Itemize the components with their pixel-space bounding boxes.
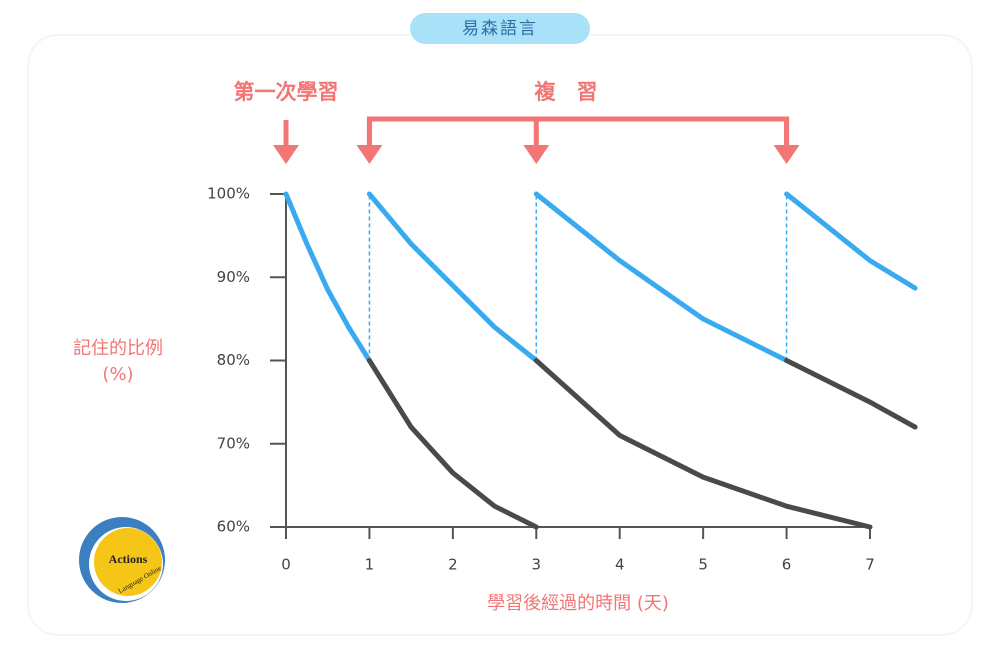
x-tick-label: 4	[615, 556, 625, 574]
x-tick-label: 7	[865, 556, 875, 574]
x-tick-label: 0	[281, 556, 291, 574]
x-tick-label: 3	[532, 556, 542, 574]
arrow-head	[356, 145, 383, 164]
y-axis-label: (%)	[102, 364, 133, 385]
header-title: 易森語言	[462, 19, 538, 39]
y-axis-label: 記住的比例	[73, 338, 163, 359]
x-axis-label: 學習後經過的時間 (天)	[487, 593, 669, 614]
x-tick-label: 5	[698, 556, 708, 574]
card	[27, 34, 973, 636]
curve	[533, 358, 873, 530]
arrow-head	[273, 145, 299, 164]
x-tick-label: 6	[782, 556, 792, 574]
curve	[283, 191, 372, 363]
x-tick-label: 1	[365, 556, 375, 574]
logo-name: Actions	[109, 552, 148, 566]
y-tick-label: 70%	[217, 434, 250, 452]
curve	[784, 191, 918, 291]
annotation: 第一次學習	[234, 80, 339, 104]
curve	[366, 358, 539, 530]
curve	[533, 191, 790, 363]
header-pill	[410, 13, 590, 44]
annotation: 複 習	[534, 80, 598, 104]
logo: Actions Language Online	[79, 517, 165, 603]
arrow-head	[523, 145, 550, 164]
logo-disc	[94, 528, 162, 596]
y-tick-label: 100%	[207, 185, 250, 203]
y-tick-label: 60%	[217, 518, 250, 536]
arrow-head	[773, 145, 800, 164]
y-tick-label: 80%	[217, 351, 250, 369]
curve	[784, 358, 918, 430]
curve	[366, 191, 539, 363]
y-tick-label: 90%	[217, 268, 250, 286]
x-tick-label: 2	[448, 556, 458, 574]
